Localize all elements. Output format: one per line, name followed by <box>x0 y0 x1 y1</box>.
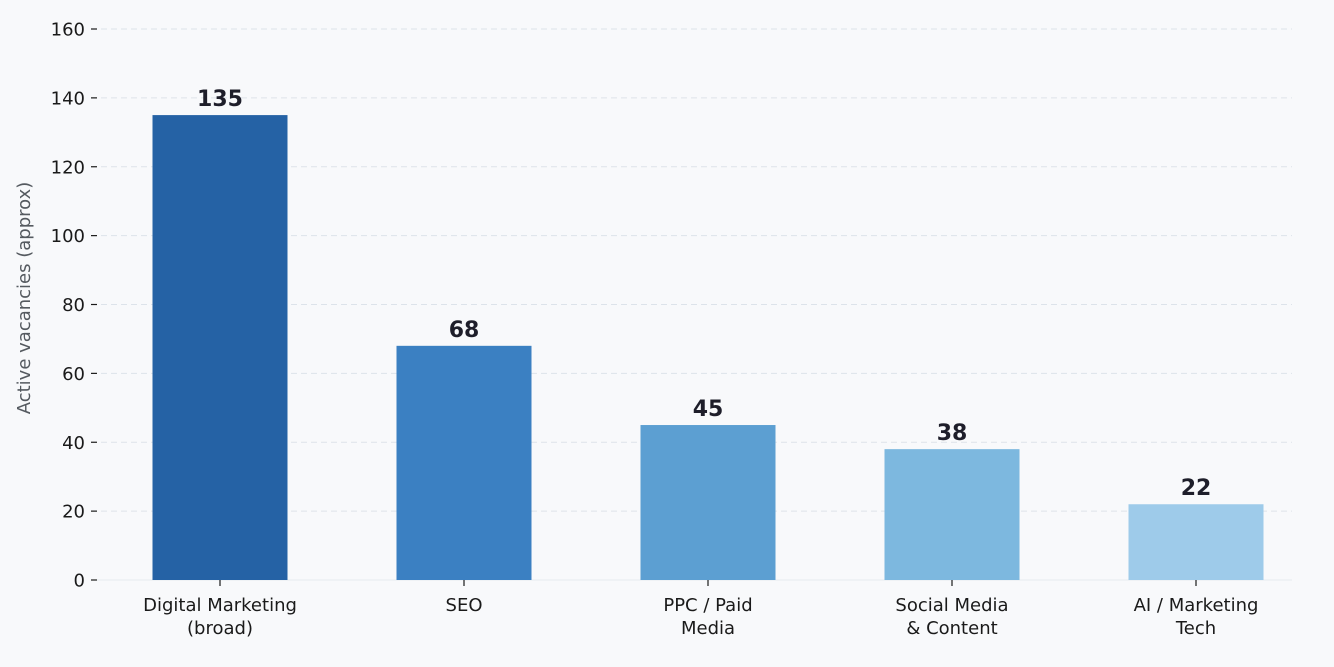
x-category-label: Social Media <box>895 595 1008 616</box>
bar <box>884 449 1020 580</box>
y-tick-label: 0 <box>74 571 85 592</box>
x-category-label: Media <box>681 618 735 639</box>
y-tick-label: 120 <box>51 157 85 178</box>
grid-layer <box>97 28 1292 581</box>
x-category-label: SEO <box>446 595 483 616</box>
y-axis-title: Active vacancies (approx) <box>14 182 35 415</box>
x-category-label: (broad) <box>187 618 253 639</box>
x-category-label: Tech <box>1175 618 1216 639</box>
x-category-label: & Content <box>906 618 997 639</box>
bar-value-label: 22 <box>1181 476 1212 501</box>
y-tick-label: 20 <box>62 502 85 523</box>
y-tick-label: 160 <box>51 20 85 41</box>
bar <box>396 345 532 580</box>
bars-layer <box>152 115 1264 580</box>
bar <box>152 115 288 580</box>
x-category-label: PPC / Paid <box>663 595 752 616</box>
y-tick-label: 60 <box>62 364 85 385</box>
x-axis: Digital Marketing(broad) SEO PPC / PaidMed… <box>143 580 1258 639</box>
x-category-label: AI / Marketing <box>1134 595 1259 616</box>
bar-value-label: 45 <box>693 397 724 422</box>
y-tick-label: 140 <box>51 88 85 109</box>
bar <box>640 425 776 580</box>
value-labels-layer: 135 68 45 38 22 <box>197 87 1211 501</box>
bar-value-label: 68 <box>449 318 480 343</box>
bar <box>1128 504 1264 580</box>
x-category-label: Digital Marketing <box>143 595 297 616</box>
y-axis: 0 20 40 60 80 100 120 140 160 <box>51 20 97 592</box>
bar-value-label: 135 <box>197 87 243 112</box>
bar-value-label: 38 <box>937 421 968 446</box>
y-tick-label: 80 <box>62 295 85 316</box>
y-tick-label: 40 <box>62 433 85 454</box>
y-tick-label: 100 <box>51 226 85 247</box>
